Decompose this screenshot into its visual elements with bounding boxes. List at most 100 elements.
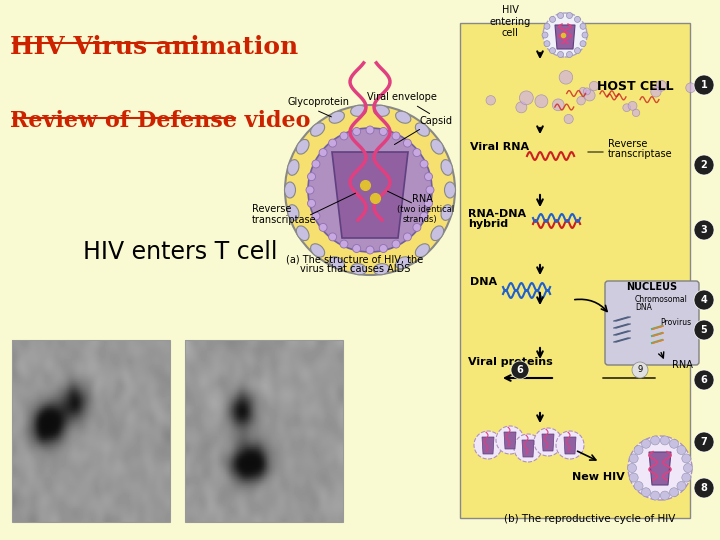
Circle shape (366, 126, 374, 134)
Circle shape (285, 105, 455, 275)
Circle shape (559, 71, 572, 84)
Circle shape (534, 428, 562, 456)
Text: HIV Virus animation: HIV Virus animation (10, 35, 298, 59)
Circle shape (552, 99, 564, 111)
Text: HIV enters T cell: HIV enters T cell (83, 240, 277, 264)
Text: (b) The reproductive cycle of HIV: (b) The reproductive cycle of HIV (504, 514, 675, 524)
Circle shape (670, 488, 678, 497)
Circle shape (519, 91, 534, 105)
Circle shape (694, 478, 714, 498)
Circle shape (535, 95, 548, 107)
Circle shape (426, 186, 434, 194)
Circle shape (420, 160, 428, 168)
Text: RNA-DNA: RNA-DNA (468, 209, 526, 219)
Circle shape (584, 90, 595, 101)
Text: DNA: DNA (470, 277, 497, 287)
Circle shape (544, 23, 550, 29)
Circle shape (319, 148, 327, 157)
Circle shape (516, 102, 527, 113)
Circle shape (632, 362, 648, 378)
Circle shape (557, 51, 564, 57)
Circle shape (474, 431, 502, 459)
Text: HOST CELL: HOST CELL (597, 80, 673, 93)
Circle shape (328, 139, 336, 147)
Circle shape (307, 199, 315, 207)
Circle shape (632, 109, 640, 117)
Circle shape (413, 224, 421, 232)
Text: Glycoprotein: Glycoprotein (288, 97, 350, 107)
Circle shape (660, 491, 670, 500)
Polygon shape (649, 452, 671, 485)
Ellipse shape (415, 123, 429, 136)
Ellipse shape (310, 244, 325, 257)
Circle shape (642, 488, 650, 497)
FancyBboxPatch shape (605, 281, 699, 365)
Circle shape (694, 220, 714, 240)
Circle shape (583, 88, 590, 95)
Circle shape (308, 128, 432, 252)
Circle shape (511, 361, 529, 379)
Circle shape (656, 80, 667, 91)
Circle shape (575, 16, 580, 22)
Ellipse shape (441, 205, 452, 220)
Text: transcriptase: transcriptase (608, 149, 672, 159)
Polygon shape (482, 437, 494, 454)
Circle shape (580, 40, 586, 46)
Circle shape (353, 245, 361, 253)
Circle shape (486, 96, 495, 105)
Circle shape (683, 463, 693, 472)
Text: Viral proteins: Viral proteins (468, 357, 553, 367)
Circle shape (340, 240, 348, 248)
Circle shape (549, 48, 556, 53)
Circle shape (319, 224, 327, 232)
Text: 3: 3 (701, 225, 707, 235)
Circle shape (312, 212, 320, 220)
Polygon shape (564, 437, 576, 454)
Text: 2: 2 (701, 160, 707, 170)
Circle shape (425, 173, 433, 181)
Circle shape (392, 240, 400, 248)
Text: Capsid: Capsid (420, 116, 453, 126)
Polygon shape (555, 25, 575, 49)
Text: 6: 6 (517, 365, 523, 375)
Text: 9: 9 (637, 366, 643, 375)
Circle shape (685, 83, 696, 93)
Circle shape (542, 32, 548, 38)
Bar (185, 340, 343, 522)
Circle shape (353, 127, 361, 136)
Circle shape (544, 40, 550, 46)
FancyBboxPatch shape (460, 23, 690, 518)
Circle shape (642, 439, 650, 448)
Circle shape (682, 473, 690, 482)
Circle shape (366, 246, 374, 254)
Text: 8: 8 (701, 483, 708, 493)
Circle shape (312, 160, 320, 168)
Text: 4: 4 (701, 295, 707, 305)
Ellipse shape (310, 123, 325, 136)
Circle shape (567, 12, 572, 18)
Ellipse shape (395, 256, 411, 269)
Circle shape (660, 436, 670, 445)
Circle shape (496, 426, 524, 454)
Circle shape (694, 320, 714, 340)
Circle shape (425, 199, 433, 207)
Circle shape (694, 75, 714, 95)
Text: virus that causes AIDS: virus that causes AIDS (300, 264, 410, 274)
Circle shape (328, 233, 336, 241)
Text: 5: 5 (701, 325, 707, 335)
Ellipse shape (351, 264, 366, 275)
Circle shape (651, 436, 660, 445)
Text: hybrid: hybrid (468, 219, 508, 229)
Text: Viral envelope: Viral envelope (367, 92, 437, 113)
Text: (a) The structure of HIV, the: (a) The structure of HIV, the (287, 254, 423, 264)
Ellipse shape (329, 111, 344, 123)
Circle shape (629, 473, 638, 482)
Circle shape (557, 12, 564, 18)
Text: transcriptase: transcriptase (252, 215, 317, 225)
Ellipse shape (329, 256, 344, 269)
Text: 6: 6 (701, 375, 707, 385)
Text: Reverse: Reverse (252, 204, 292, 214)
Text: Provirus: Provirus (660, 318, 691, 327)
Circle shape (634, 446, 643, 455)
Circle shape (580, 87, 586, 94)
